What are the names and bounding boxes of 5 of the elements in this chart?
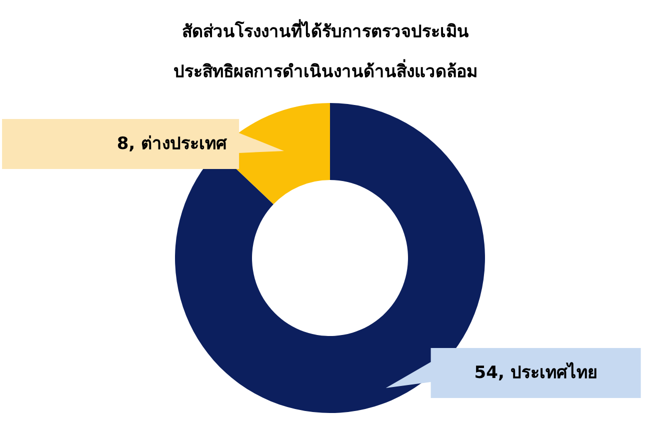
slice-label: ต่างประเทศ bbox=[141, 134, 228, 154]
data-label: 54, bbox=[474, 363, 504, 384]
chart-title: สัดส่วนโรงงานที่ได้รับการตรวจประเมิน ประสิทธิผลการดำเนินงานด้านสิ่งแวดล้อม bbox=[172, 18, 478, 84]
slice-label: ประเทศไทย bbox=[510, 362, 598, 384]
data-label: 8, bbox=[116, 134, 136, 154]
